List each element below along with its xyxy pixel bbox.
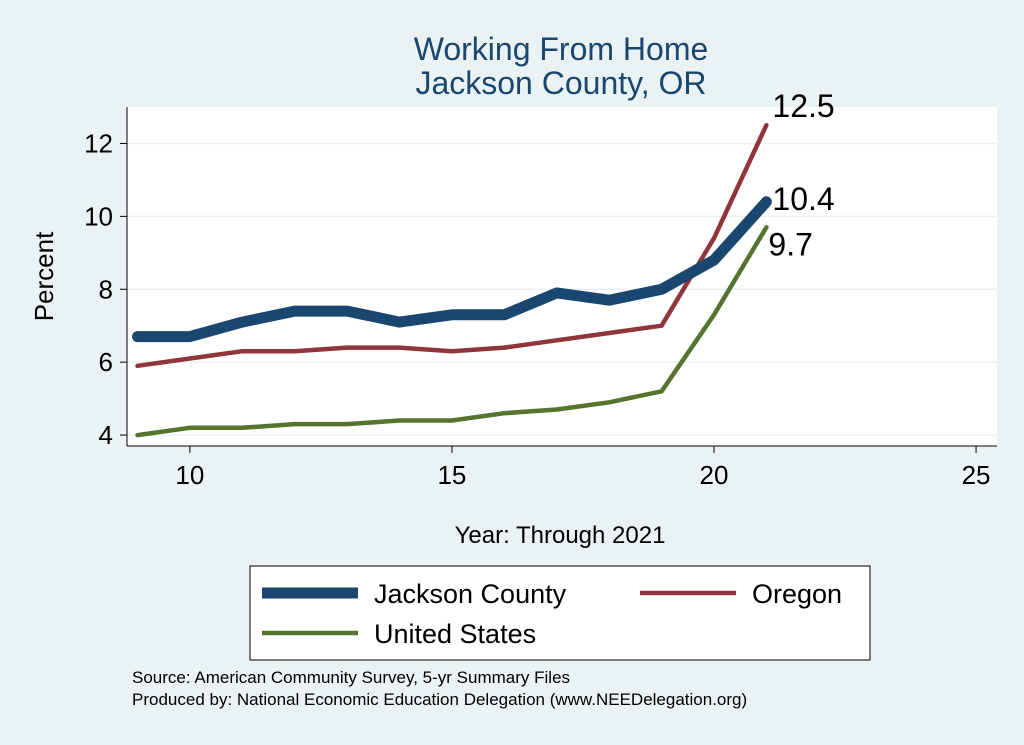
y-axis-label: Percent [29,231,59,321]
x-tick-label: 20 [700,460,729,490]
legend-label: Oregon [752,579,842,609]
chart-subtitle: Jackson County, OR [415,65,706,101]
chart-title: Working From Home [414,31,709,67]
y-tick-label: 12 [84,128,113,158]
legend-label: United States [374,619,536,649]
x-axis-label: Year: Through 2021 [455,522,666,549]
y-tick-label: 10 [84,201,113,231]
y-tick-label: 6 [99,347,113,377]
producer-note: Produced by: National Economic Education… [132,690,748,709]
y-tick-label: 8 [99,274,113,304]
y-tick-label: 4 [99,420,113,450]
source-note: Source: American Community Survey, 5-yr … [132,668,571,687]
plot-area [127,107,997,446]
x-tick-label: 25 [962,460,991,490]
end-value-label: 10.4 [772,181,834,217]
legend-label: Jackson County [374,579,567,609]
x-tick-label: 15 [437,460,466,490]
legend-box [249,565,871,661]
end-value-label: 9.7 [768,226,812,262]
x-tick-label: 10 [175,460,204,490]
series-line-jackson-county [132,196,772,343]
series-line-united-states [135,225,769,438]
series-line-oregon [135,122,769,369]
end-value-label: 12.5 [772,88,834,124]
